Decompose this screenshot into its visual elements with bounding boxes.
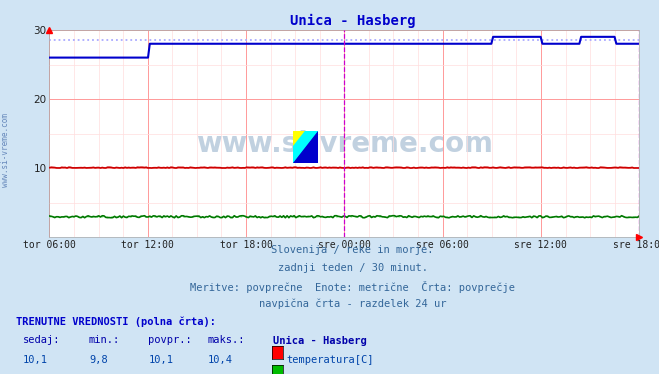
Text: navpična črta - razdelek 24 ur: navpična črta - razdelek 24 ur: [259, 299, 446, 309]
Text: 10,4: 10,4: [208, 355, 233, 365]
Text: www.si-vreme.com: www.si-vreme.com: [196, 130, 493, 158]
Text: Unica - Hasberg: Unica - Hasberg: [290, 14, 415, 28]
Text: TRENUTNE VREDNOSTI (polna črta):: TRENUTNE VREDNOSTI (polna črta):: [16, 316, 216, 327]
Text: 10,1: 10,1: [148, 355, 173, 365]
Polygon shape: [293, 131, 306, 147]
Text: Unica - Hasberg: Unica - Hasberg: [273, 335, 367, 346]
Polygon shape: [293, 131, 318, 163]
Text: min.:: min.:: [89, 335, 120, 346]
Text: 10,1: 10,1: [23, 355, 48, 365]
Text: sedaj:: sedaj:: [23, 335, 61, 346]
Text: 9,8: 9,8: [89, 355, 107, 365]
Text: maks.:: maks.:: [208, 335, 245, 346]
Text: povpr.:: povpr.:: [148, 335, 192, 346]
Text: zadnji teden / 30 minut.: zadnji teden / 30 minut.: [277, 263, 428, 273]
Text: Slovenija / reke in morje.: Slovenija / reke in morje.: [272, 245, 434, 255]
Text: www.si-vreme.com: www.si-vreme.com: [1, 113, 10, 187]
Text: Meritve: povprečne  Enote: metrične  Črta: povprečje: Meritve: povprečne Enote: metrične Črta:…: [190, 281, 515, 293]
Polygon shape: [293, 131, 318, 163]
Text: temperatura[C]: temperatura[C]: [287, 355, 374, 365]
